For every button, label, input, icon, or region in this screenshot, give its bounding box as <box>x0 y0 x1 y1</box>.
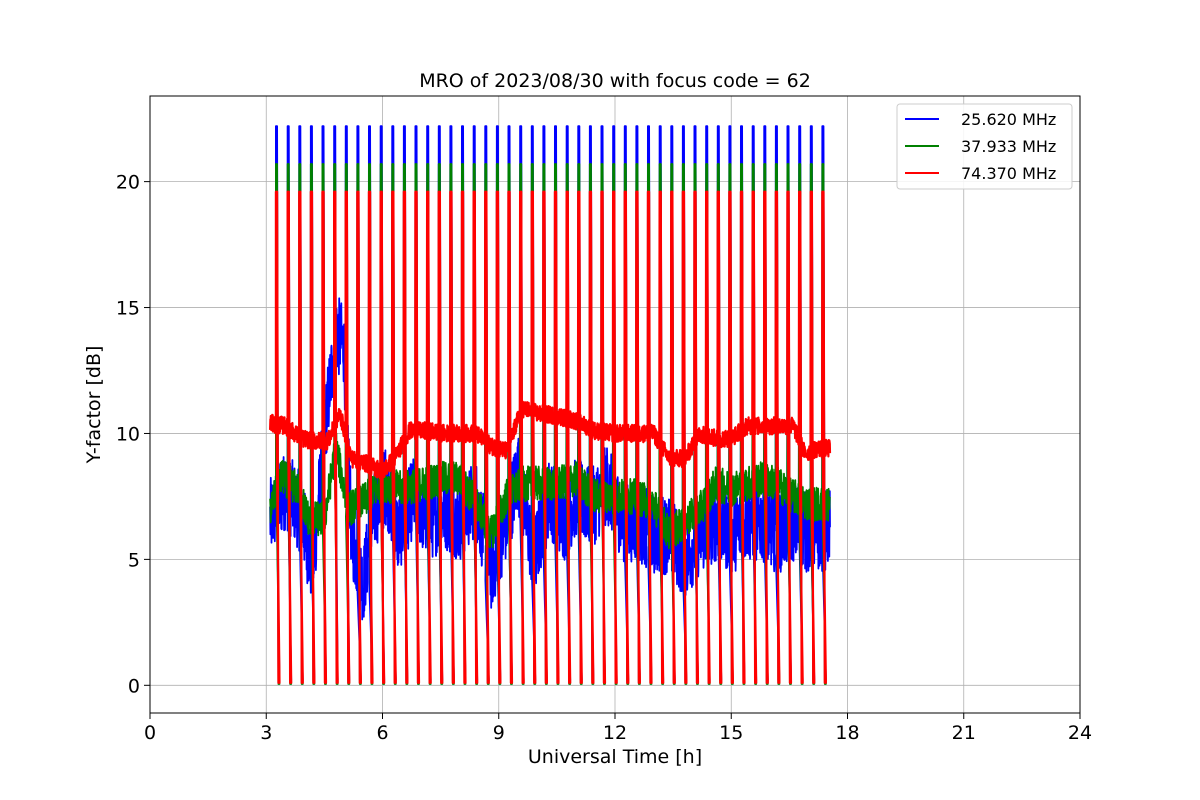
x-axis: 0 3 6 9 12 15 18 21 24 <box>144 713 1092 744</box>
x-tick-label: 24 <box>1068 722 1092 744</box>
x-tick-label: 9 <box>493 722 505 744</box>
series-1 <box>269 163 831 685</box>
legend: 25.620 MHz 37.933 MHz 74.370 MHz <box>896 103 1073 190</box>
legend-label: 74.370 MHz <box>961 164 1056 183</box>
y-axis-title: Y-factor [dB] <box>83 346 105 465</box>
x-tick-label: 15 <box>719 722 743 744</box>
chart-title: MRO of 2023/08/30 with focus code = 62 <box>419 70 811 92</box>
x-tick-label: 21 <box>952 722 976 744</box>
y-tick-label: 10 <box>116 423 140 445</box>
y-tick-label: 0 <box>128 675 140 697</box>
y-axis: 0 5 10 15 20 <box>116 172 150 697</box>
y-tick-label: 15 <box>116 298 140 320</box>
x-tick-label: 12 <box>603 722 627 744</box>
x-tick-label: 0 <box>144 722 156 744</box>
legend-label: 37.933 MHz <box>961 137 1056 156</box>
x-tick-label: 3 <box>260 722 272 744</box>
x-tick-label: 18 <box>835 722 859 744</box>
x-axis-title: Universal Time [h] <box>528 746 702 768</box>
series-2 <box>269 190 832 684</box>
legend-label: 25.620 MHz <box>961 110 1056 129</box>
series-layer <box>269 125 832 685</box>
y-tick-label: 20 <box>116 172 140 194</box>
x-tick-label: 6 <box>376 722 388 744</box>
series-line <box>269 190 832 684</box>
series-line <box>269 163 831 685</box>
legend-box <box>896 103 1073 190</box>
y-tick-label: 5 <box>128 549 140 571</box>
